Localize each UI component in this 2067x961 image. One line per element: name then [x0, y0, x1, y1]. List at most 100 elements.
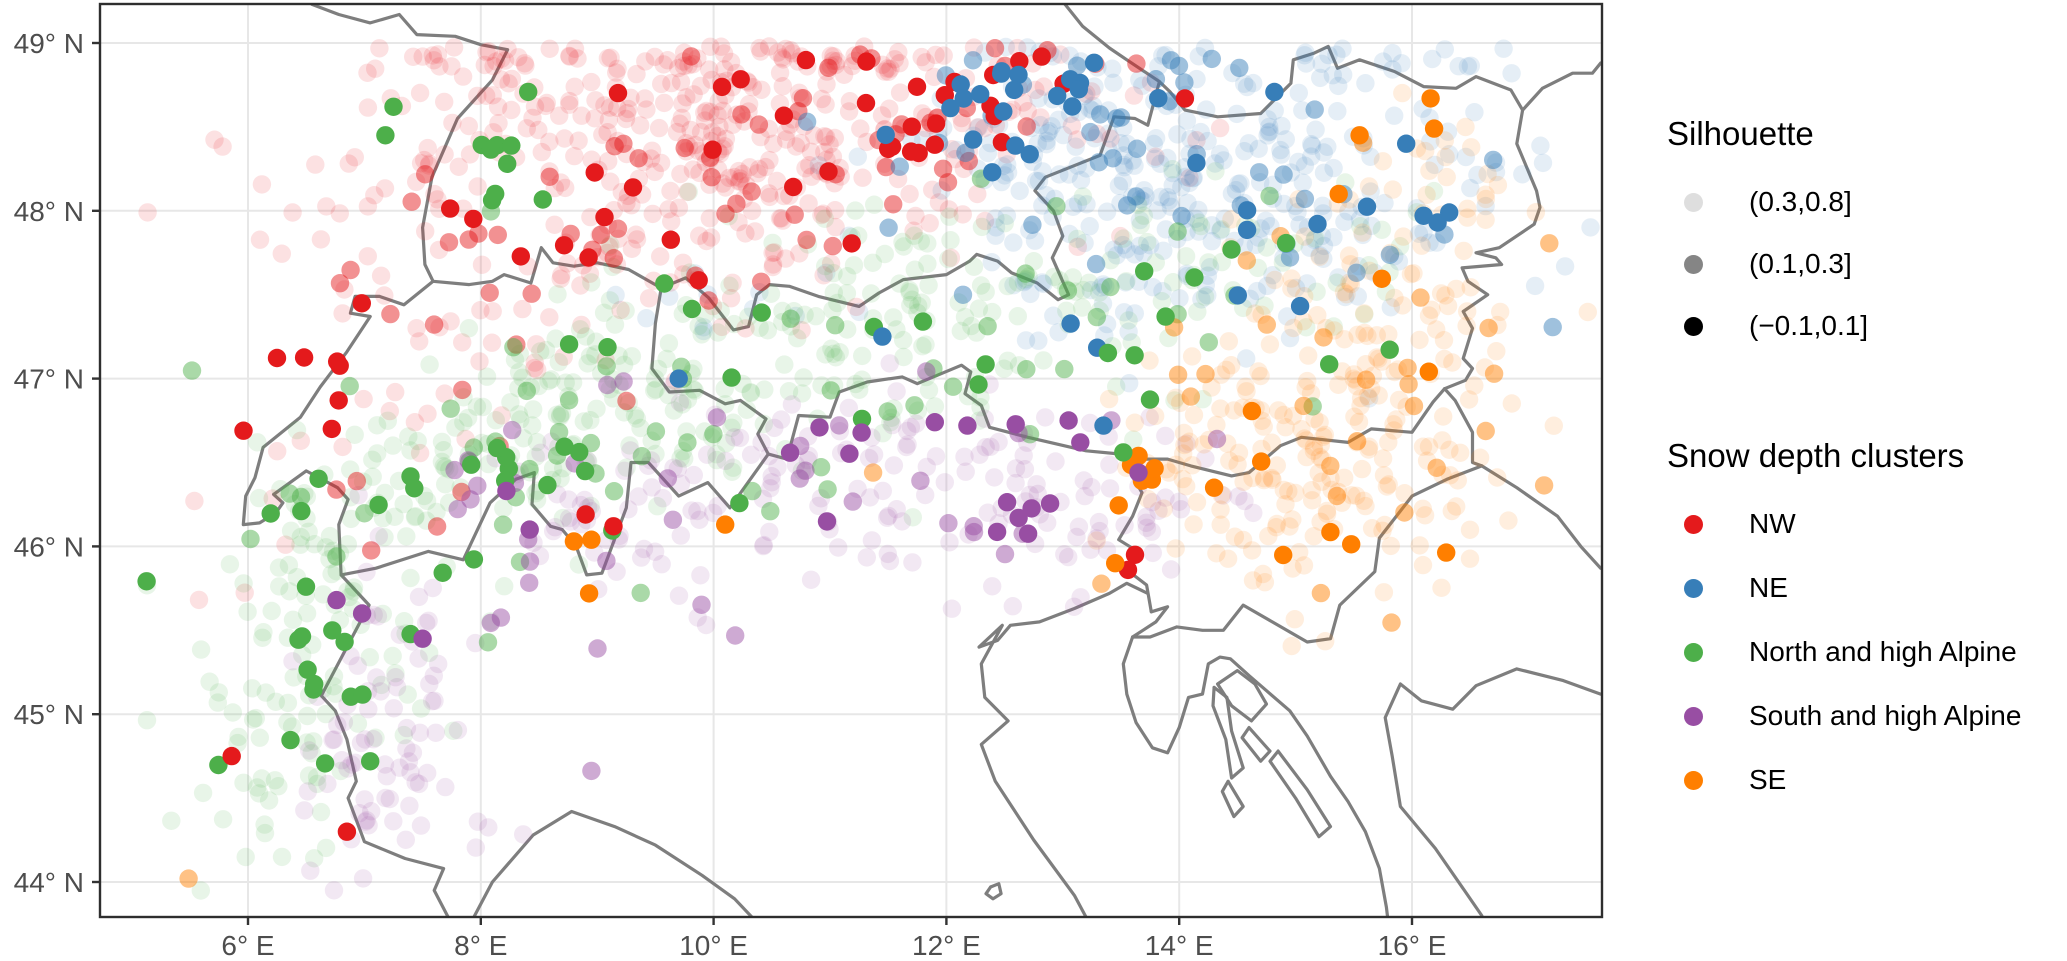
map-point — [482, 333, 502, 352]
map-point — [269, 558, 289, 577]
map-point — [887, 320, 906, 339]
map-point — [759, 446, 779, 466]
map-point — [1372, 220, 1392, 239]
map-point — [432, 452, 452, 472]
map-point — [1198, 131, 1217, 151]
map-point — [733, 164, 752, 184]
map-point — [568, 49, 587, 68]
map-point — [1462, 138, 1481, 157]
map-point — [1125, 245, 1144, 264]
map-point — [1125, 413, 1145, 432]
map-point — [892, 512, 912, 531]
map-point — [1458, 302, 1477, 321]
map-point — [1271, 145, 1291, 164]
map-point — [894, 237, 913, 256]
map-point — [375, 286, 394, 305]
map-point — [1384, 415, 1403, 434]
map-point — [672, 108, 691, 128]
map-point — [182, 361, 202, 380]
map-point — [1409, 224, 1429, 243]
map-point — [308, 774, 327, 794]
map-point — [700, 209, 719, 228]
map-point — [384, 699, 403, 718]
map-point — [413, 47, 432, 66]
map-point — [1168, 125, 1187, 144]
map-point — [1358, 386, 1377, 406]
map-point — [1104, 73, 1123, 93]
map-point — [444, 721, 463, 740]
map-point — [1525, 276, 1545, 296]
map-point — [894, 347, 913, 367]
map-point — [582, 530, 601, 549]
map-point — [1234, 472, 1253, 491]
map-point — [1310, 413, 1329, 432]
map-point — [1325, 321, 1344, 340]
map-point — [425, 184, 444, 204]
map-point — [1149, 57, 1168, 76]
map-point — [1449, 56, 1468, 76]
map-point — [1361, 147, 1380, 166]
map-point — [1335, 330, 1354, 349]
map-point — [360, 648, 379, 667]
map-point — [316, 838, 336, 858]
map-point — [1039, 122, 1059, 141]
map-point — [1251, 173, 1270, 192]
map-point — [1502, 64, 1521, 83]
map-point — [821, 56, 840, 75]
map-point — [1114, 118, 1133, 137]
map-point — [1421, 89, 1440, 108]
map-point — [1324, 228, 1343, 247]
map-point — [400, 796, 419, 815]
map-point — [1398, 358, 1417, 378]
map-point — [1122, 187, 1142, 206]
map-point — [1227, 104, 1247, 124]
map-point — [1263, 470, 1282, 489]
map-point — [1235, 491, 1254, 511]
map-point — [1443, 353, 1462, 372]
map-point — [601, 235, 620, 255]
map-point — [1404, 396, 1424, 416]
map-point — [410, 332, 429, 351]
map-point — [591, 225, 611, 244]
map-point — [1322, 480, 1341, 500]
map-point — [911, 471, 930, 490]
map-point — [722, 462, 742, 481]
map-point — [492, 406, 511, 425]
y-axis-tick-labels: 49° N48° N47° N46° N45° N44° N — [14, 28, 84, 898]
map-point — [1140, 390, 1160, 409]
x-tick-label: 6° E — [221, 930, 274, 961]
map-point — [376, 788, 395, 808]
map-point — [1016, 331, 1036, 350]
map-point — [1461, 56, 1481, 75]
map-point — [890, 157, 909, 176]
map-point — [688, 49, 707, 68]
map-point — [1356, 74, 1375, 93]
map-point — [1195, 287, 1215, 306]
map-point — [683, 160, 703, 179]
map-point — [1347, 432, 1367, 451]
map-point — [1101, 251, 1120, 270]
map-point — [1531, 136, 1550, 155]
map-point — [409, 649, 428, 668]
map-point — [1361, 182, 1380, 201]
map-point — [1059, 165, 1079, 184]
map-point — [941, 98, 960, 118]
map-point — [1353, 223, 1372, 242]
map-point — [1380, 340, 1399, 359]
silhouette-key-dot-2 — [1684, 316, 1703, 336]
map-point — [306, 155, 325, 174]
map-point — [1274, 165, 1293, 184]
map-point — [323, 621, 342, 640]
map-point — [338, 759, 357, 778]
map-point — [320, 526, 340, 546]
map-point — [852, 423, 871, 442]
map-point — [997, 206, 1017, 225]
map-point — [1259, 526, 1278, 546]
map-point — [1440, 440, 1459, 459]
map-point — [994, 102, 1013, 121]
map-point — [1149, 89, 1168, 108]
map-point — [1311, 435, 1331, 455]
map-point — [281, 521, 301, 540]
map-point — [353, 869, 373, 888]
map-point — [817, 512, 837, 531]
